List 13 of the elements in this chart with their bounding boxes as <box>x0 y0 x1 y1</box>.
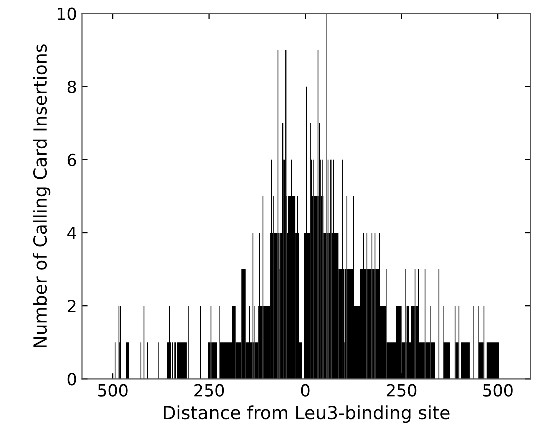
y-tick-label: 2 <box>68 300 76 312</box>
x-tick-label: 500 <box>483 384 513 397</box>
x-tick-label: 500 <box>98 384 128 397</box>
x-axis-title: Distance from Leu3-binding site <box>164 406 450 424</box>
y-tick-label: 10 <box>58 8 76 20</box>
x-tick-label: 0 <box>301 384 310 397</box>
y-tick-label: 6 <box>68 154 76 166</box>
y-tick-label: 8 <box>68 80 76 94</box>
x-tick-label: 250 <box>387 384 417 397</box>
x-tick-label: 250 <box>194 384 224 397</box>
y-axis-title: Number of Calling Card Insertions <box>33 44 51 348</box>
y-tick-label: 0 <box>68 373 76 386</box>
y-tick-label: 4 <box>68 227 76 240</box>
